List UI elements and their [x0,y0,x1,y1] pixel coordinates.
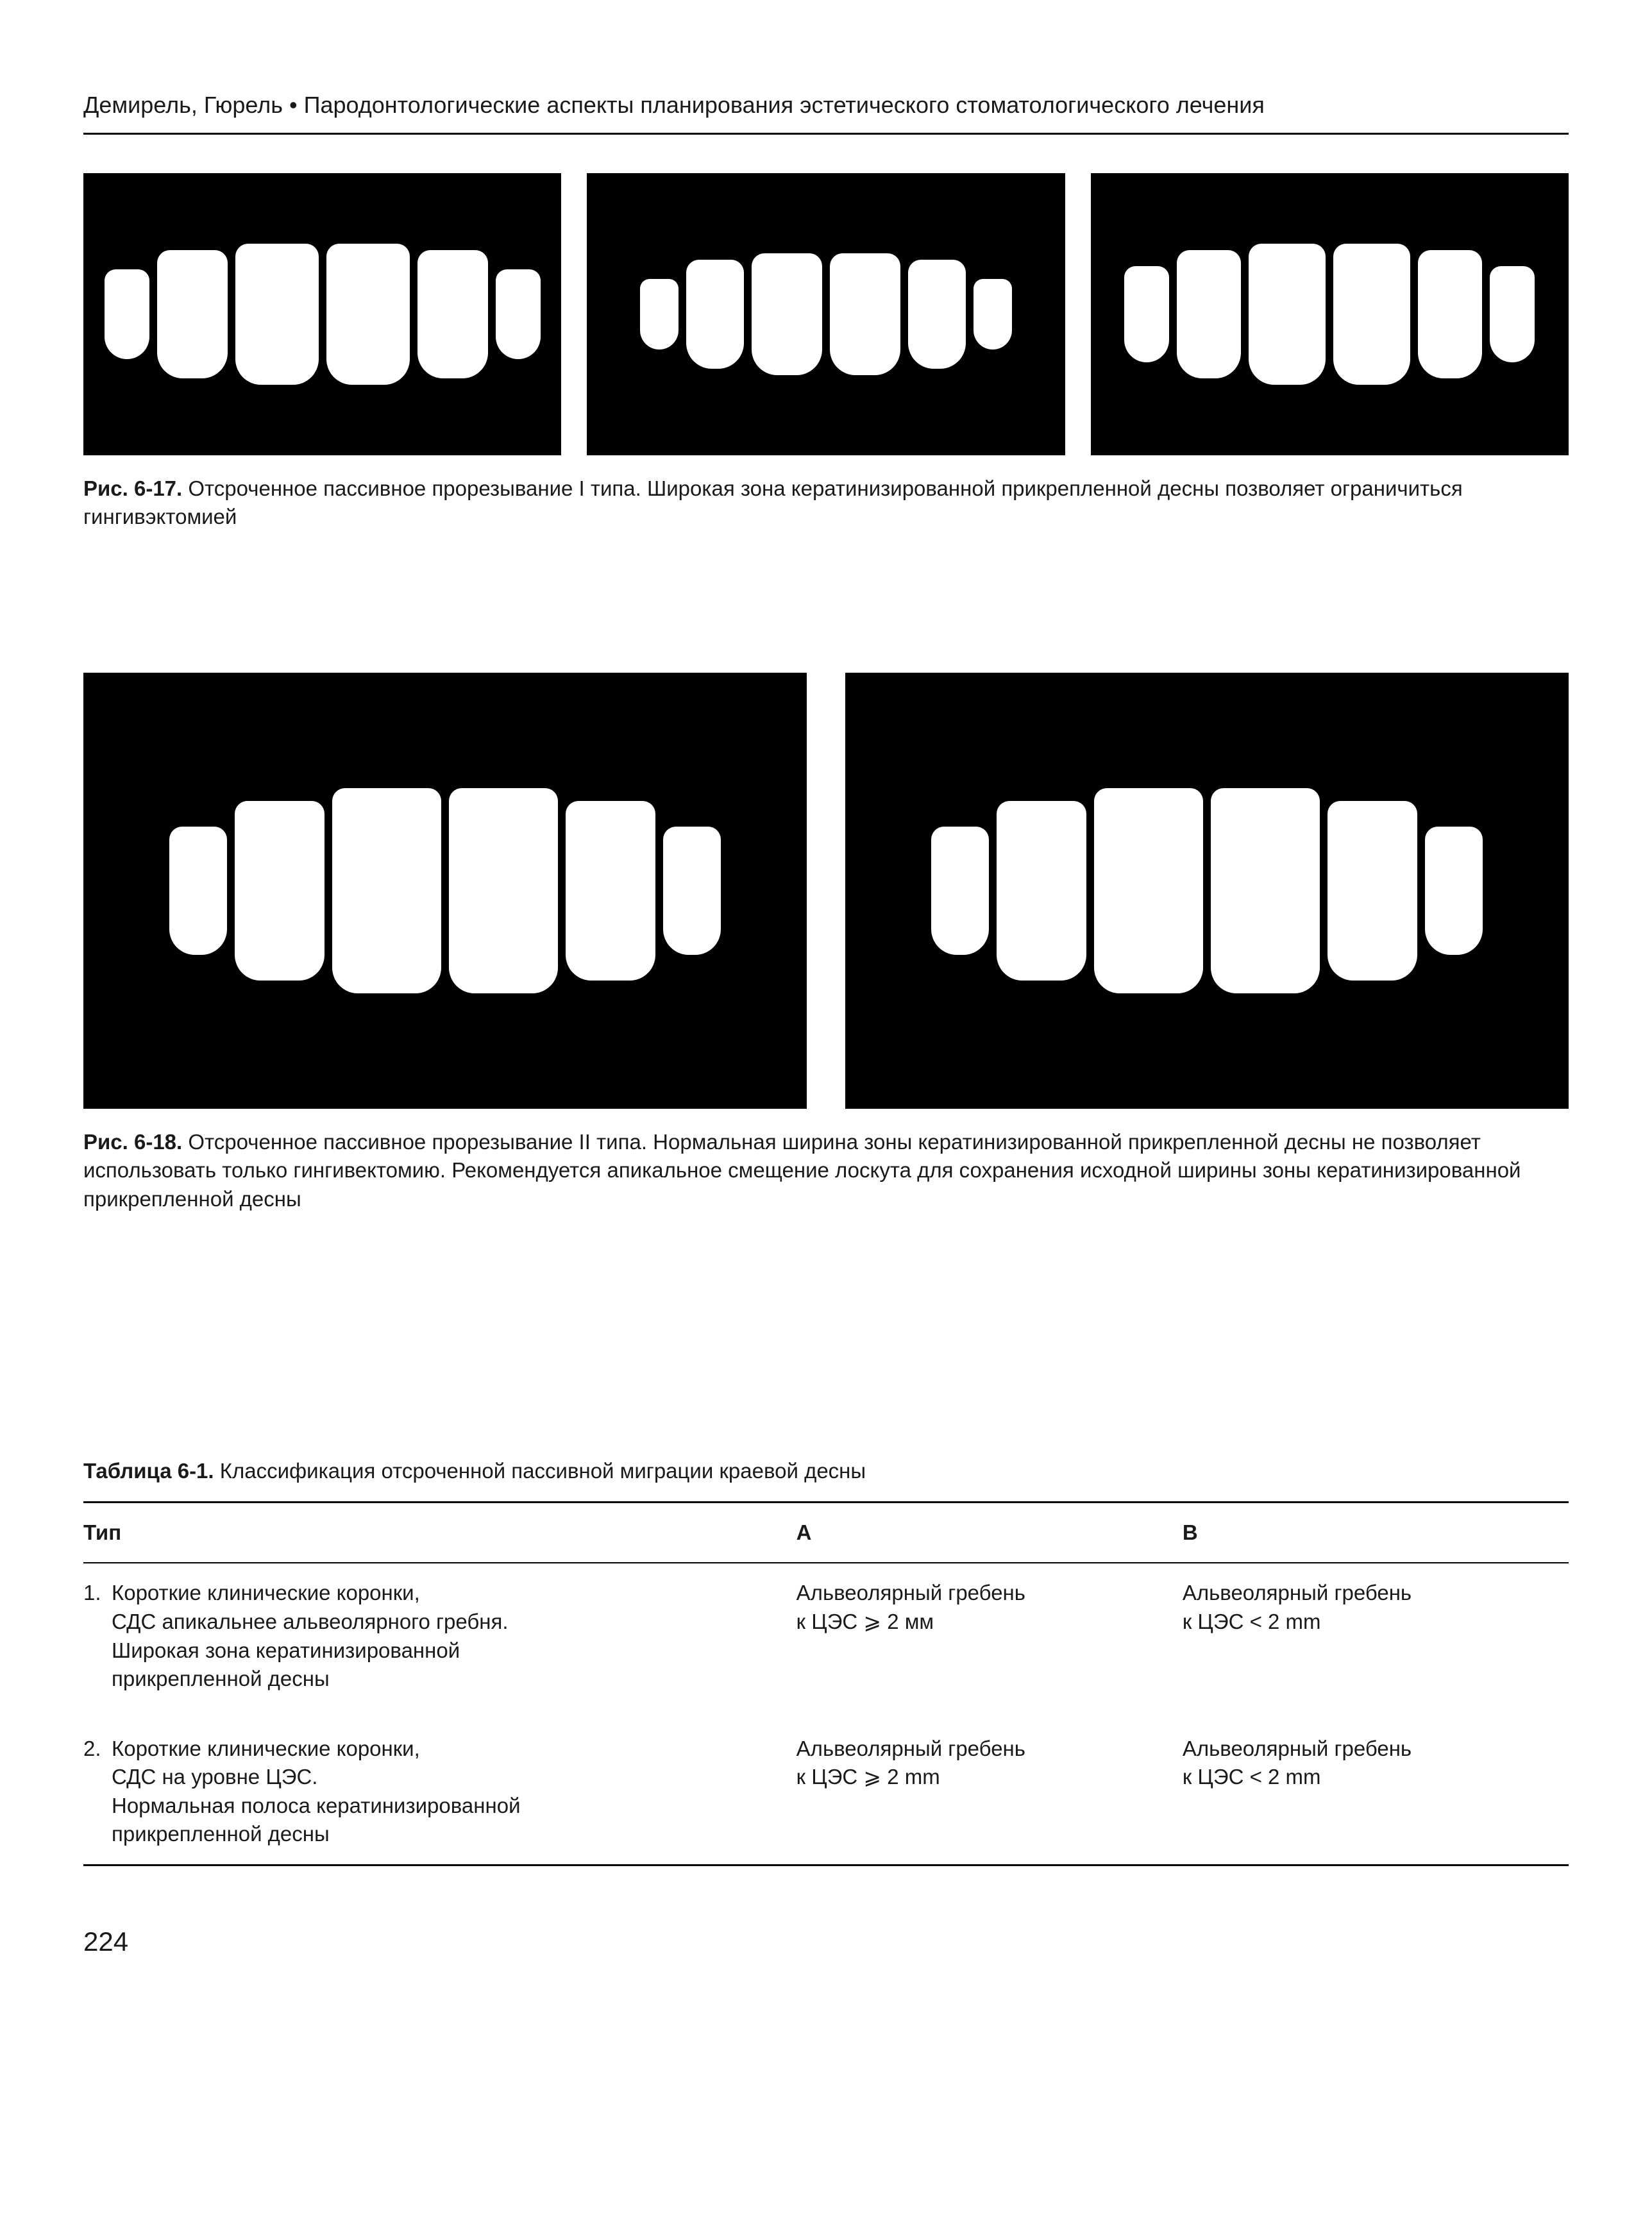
col-header-b: B [1183,1502,1569,1563]
table-6-1-text: Классификация отсроченной пассивной мигр… [220,1459,866,1483]
figure-6-18-row [83,673,1569,1109]
col-header-a: A [796,1502,1183,1563]
classification-table: Тип A B 1. Короткие клинические коронки,… [83,1501,1569,1866]
table-row: 2. Короткие клинические коронки, СДС на … [83,1719,1569,1865]
figure-6-17-image-3 [1091,173,1569,455]
row-number: 2. [83,1735,112,1849]
table-6-1-title: Таблица 6-1. Классификация отсроченной п… [83,1457,1569,1486]
table-row: 1. Короткие клинические коронки, СДС апи… [83,1563,1569,1719]
row-col-a: Альвеолярный гребень к ЦЭС ⩾ 2 мм [796,1563,1183,1719]
row-col-b: Альвеолярный гребень к ЦЭС < 2 mm [1183,1719,1569,1865]
figure-6-18-caption: Рис. 6-18. Отсроченное пассивное прорезы… [83,1128,1569,1214]
page-number: 224 [83,1924,1569,1960]
row-col-b: Альвеолярный гребень к ЦЭС < 2 mm [1183,1563,1569,1719]
row-number: 1. [83,1579,112,1693]
figure-6-17-caption: Рис. 6-17. Отсроченное пассивное прорезы… [83,475,1569,532]
figure-6-17-image-2 [587,173,1065,455]
table-header-row: Тип A B [83,1502,1569,1563]
row-description: Короткие клинические коронки, СДС апикал… [112,1579,509,1693]
figure-6-18-image-1 [83,673,807,1109]
header-title: Пародонтологические аспекты планирования… [304,92,1265,118]
figure-6-18-text: Отсроченное пассивное прорезывание II ти… [83,1130,1521,1211]
figure-6-18-label: Рис. 6-18. [83,1130,182,1154]
figure-6-17-image-1 [83,173,561,455]
col-header-type: Тип [83,1502,796,1563]
header-authors: Демирель, Гюрель [83,92,283,118]
figure-6-17-text: Отсроченное пассивное прорезывание I тип… [83,476,1463,529]
figure-6-17-label: Рис. 6-17. [83,476,182,500]
chapter-header: Демирель, Гюрель • Пародонтологические а… [83,90,1569,135]
header-separator: • [289,92,298,118]
row-description: Короткие клинические коронки, СДС на уро… [112,1735,521,1849]
figure-6-18-image-2 [845,673,1569,1109]
row-col-a: Альвеолярный гребень к ЦЭС ⩾ 2 mm [796,1719,1183,1865]
figure-6-17-row [83,173,1569,455]
table-6-1-label: Таблица 6-1. [83,1459,214,1483]
